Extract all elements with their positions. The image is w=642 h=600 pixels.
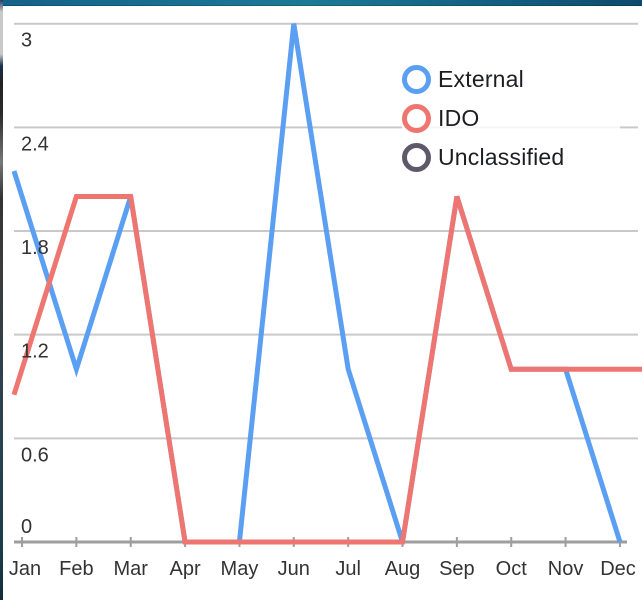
y-axis-label: 3 — [21, 30, 32, 52]
legend-item-ido: IDO — [402, 99, 620, 138]
x-axis-label-dec: Dec — [600, 558, 636, 580]
y-axis-label: 0.6 — [21, 444, 49, 466]
x-axis-label-jan: Jan — [9, 558, 41, 580]
x-axis-label-feb: Feb — [59, 558, 93, 580]
x-axis-label-sep: Sep — [439, 558, 475, 580]
ido-series-line — [11, 194, 642, 545]
external-series-ring-icon — [402, 65, 431, 94]
y-axis-label: 1.2 — [21, 341, 49, 363]
x-axis-label-apr: Apr — [170, 558, 201, 580]
legend-label-ido: IDO — [438, 105, 480, 131]
top-accent-bar — [0, 0, 642, 6]
x-axis-label-nov: Nov — [548, 558, 584, 580]
unclassified-series-ring-icon — [402, 143, 431, 172]
left-edge-window-sliver — [0, 0, 3, 600]
ido-series-ring-icon — [402, 104, 431, 133]
y-axis-label: 0 — [21, 516, 32, 538]
legend-item-unclassified: Unclassified — [402, 138, 620, 177]
x-axis-label-may: May — [221, 558, 259, 580]
x-axis-label-oct: Oct — [496, 558, 528, 580]
legend-label-external: External — [438, 66, 524, 92]
y-axis-label: 1.8 — [21, 237, 49, 259]
x-axis-label-jul: Jul — [335, 558, 361, 580]
legend-item-external: External — [402, 60, 620, 99]
x-axis-label-jun: Jun — [278, 558, 310, 580]
y-axis-label: 2.4 — [21, 133, 49, 155]
x-axis-label-mar: Mar — [113, 558, 148, 580]
x-axis-label-aug: Aug — [385, 558, 421, 580]
legend-label-unclassified: Unclassified — [438, 144, 565, 170]
chart-legend: External IDO Unclassified — [402, 60, 620, 177]
